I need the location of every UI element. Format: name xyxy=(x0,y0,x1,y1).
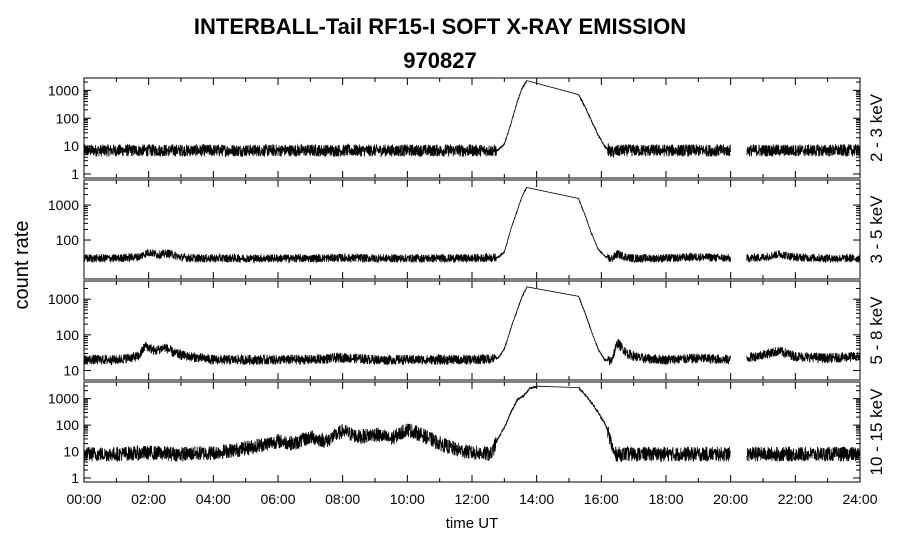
channel-label: 10 - 15 keV xyxy=(867,388,886,476)
x-tick-labels: 00:00 02:00 04:00 06:00 08:00 10:00 12:00 14:00… xyxy=(66,491,877,507)
chart-subtitle: 970827 xyxy=(403,48,476,73)
x-tick-label: 04:00 xyxy=(196,491,231,507)
series-line xyxy=(83,186,731,264)
x-tick-label: 14:00 xyxy=(519,491,554,507)
panel-1: 100 1000 3 - 5 keV xyxy=(48,179,886,280)
x-tick-label: 00:00 xyxy=(66,491,101,507)
y-tick-label: 1000 xyxy=(48,391,79,407)
y-tick-label: 100 xyxy=(56,327,80,343)
channel-label: 5 - 8 keV xyxy=(867,296,886,365)
y-tick-label: 10 xyxy=(63,362,79,378)
x-tick-label: 22:00 xyxy=(778,491,813,507)
series-line xyxy=(83,80,731,158)
series-line xyxy=(746,143,861,158)
panel-frame xyxy=(83,280,861,381)
x-tick-label: 10:00 xyxy=(390,491,425,507)
y-tick-label: 1000 xyxy=(48,197,79,213)
x-tick-label: 16:00 xyxy=(584,491,619,507)
x-tick-label: 02:00 xyxy=(131,491,166,507)
y-tick-label: 1 xyxy=(71,166,79,182)
x-tick-label: 08:00 xyxy=(325,491,360,507)
x-tick-label: 24:00 xyxy=(842,491,877,507)
chart-title: INTERBALL-Tail RF15-I SOFT X-RAY EMISSIO… xyxy=(194,14,686,39)
series-line xyxy=(83,286,731,366)
panel-frame xyxy=(83,77,861,179)
channel-label: 3 - 5 keV xyxy=(867,195,886,264)
y-tick-label: 100 xyxy=(56,110,80,126)
y-tick-label: 100 xyxy=(56,232,80,248)
y-tick-label: 10 xyxy=(63,138,79,154)
series-line xyxy=(746,249,861,263)
series-line xyxy=(746,446,861,462)
y-tick-label: 1 xyxy=(71,470,79,486)
y-tick-label: 1000 xyxy=(48,291,79,307)
x-tick-label: 06:00 xyxy=(260,491,295,507)
y-tick-label: 10 xyxy=(63,444,79,460)
panels-group: 1 10 100 1000 2 - 3 keV 100 1000 3 - 5 keV 10 100… xyxy=(48,77,886,486)
panel-0: 1 10 100 1000 2 - 3 keV xyxy=(48,77,886,182)
panel-frame xyxy=(83,381,861,483)
y-tick-label: 100 xyxy=(56,417,80,433)
panel-3: 1 10 100 1000 10 - 15 keV xyxy=(48,381,886,486)
x-tick-label: 18:00 xyxy=(648,491,683,507)
panel-frame xyxy=(83,179,861,280)
panel-2: 10 100 1000 5 - 8 keV xyxy=(48,280,886,381)
y-tick-label: 1000 xyxy=(48,82,79,98)
x-tick-label: 20:00 xyxy=(713,491,748,507)
series-line xyxy=(83,385,731,463)
y-axis-label: count rate xyxy=(11,221,33,310)
x-axis-label: time UT xyxy=(446,515,499,532)
x-tick-label: 12:00 xyxy=(454,491,489,507)
series-line xyxy=(746,346,861,364)
channel-label: 2 - 3 keV xyxy=(867,93,886,162)
